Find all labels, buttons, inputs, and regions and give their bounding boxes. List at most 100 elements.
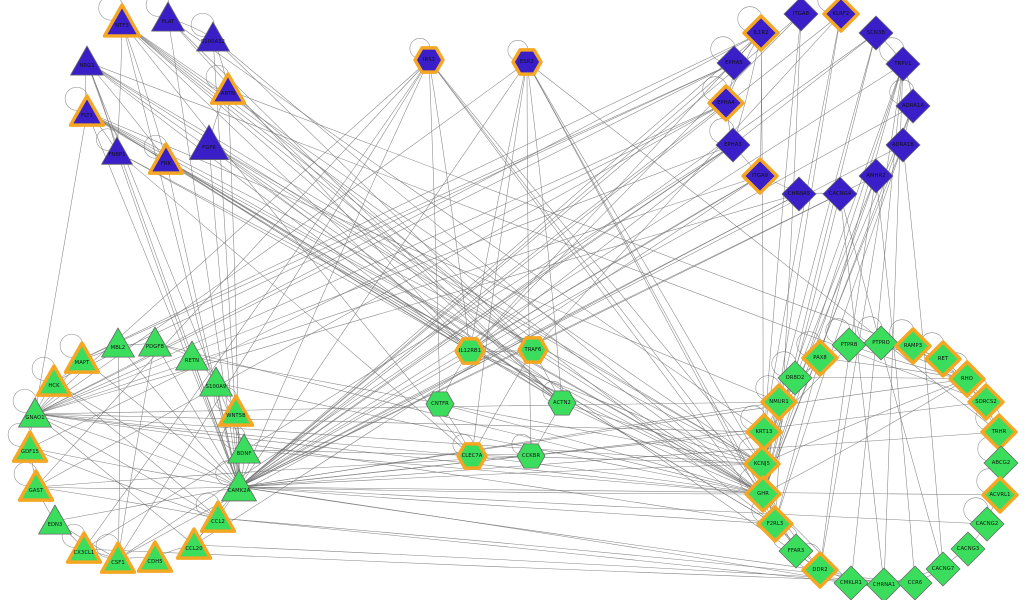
graph-node-ccl20[interactable]: CCL20 [172, 523, 216, 567]
node-shape-triangle [17, 469, 55, 502]
edge [86, 61, 240, 488]
edge [34, 413, 473, 457]
graph-node-cntfr[interactable]: CNTFR [420, 384, 460, 424]
edge [208, 143, 763, 465]
edge [34, 413, 219, 519]
graph-node-frk[interactable]: FRK [144, 138, 188, 182]
graph-node-chrna5[interactable]: CHRNA5 [776, 171, 822, 217]
graph-node-s100a12[interactable]: S100A12 [191, 16, 235, 60]
edge [469, 61, 528, 352]
node-shape-triangle [101, 327, 135, 358]
edge [526, 61, 1000, 433]
edge [81, 358, 240, 488]
edge [774, 144, 904, 525]
graph-node-epha4[interactable]: EPHA4 [703, 80, 749, 126]
edge [227, 89, 563, 404]
graph-node-cckbr[interactable]: CCKBR [511, 436, 551, 476]
node-shape-hexagon [456, 442, 488, 470]
node-shape-diamond [741, 157, 779, 195]
edge [34, 144, 734, 415]
edge [526, 61, 563, 404]
node-shape-triangle [102, 3, 142, 38]
graph-node-cdh5[interactable]: CDH5 [133, 536, 177, 580]
edge [167, 17, 563, 404]
edge [839, 193, 944, 570]
edge [34, 413, 240, 488]
node-shape-diamond [801, 339, 839, 377]
graph-node-esr2[interactable]: ESR2 [507, 42, 547, 82]
node-shape-diamond [801, 551, 839, 589]
edge [34, 413, 765, 433]
edge [121, 21, 763, 465]
edge [34, 413, 763, 465]
node-shape-diamond [858, 158, 894, 194]
edge [208, 143, 534, 351]
graph-node-cacng4[interactable]: CACNG4 [817, 171, 863, 217]
edge [165, 159, 240, 488]
edge [238, 486, 764, 495]
node-shape-triangle [221, 469, 257, 502]
graph-node-trpv1[interactable]: TRPV1 [880, 41, 926, 87]
edge [34, 413, 195, 546]
edge [217, 517, 852, 584]
edge [774, 63, 904, 525]
edge [34, 193, 800, 415]
node-shape-triangle [63, 341, 101, 374]
graph-node-il12rb1[interactable]: IL12RB1 [450, 331, 490, 371]
graph-node-plat[interactable]: PLAT [146, 0, 190, 40]
edge [238, 63, 904, 488]
node-shape-triangle [217, 394, 255, 427]
edge [902, 144, 944, 570]
graph-node-ntf3[interactable]: NTF3 [99, 0, 145, 45]
edge [762, 193, 841, 495]
edge [238, 486, 776, 525]
node-shape-diamond [756, 505, 794, 543]
edge [439, 403, 764, 495]
node-shape-triangle [65, 531, 103, 564]
graph-node-actn2[interactable]: ACTN2 [542, 383, 582, 423]
graph-node-fgf6[interactable]: FGF6 [184, 119, 234, 169]
node-shape-triangle [38, 504, 72, 535]
node-shape-triangle [101, 136, 133, 165]
node-shape-diamond [925, 551, 961, 587]
graph-node-nrg1[interactable]: NRG1 [65, 40, 109, 84]
node-shape-diamond [894, 327, 932, 365]
edge [238, 105, 914, 488]
edge [86, 111, 780, 403]
edge [34, 401, 780, 415]
edge [215, 382, 764, 495]
edge [83, 144, 734, 550]
edge [86, 61, 763, 465]
edge [34, 102, 727, 415]
edge [191, 356, 763, 465]
node-shape-diamond [831, 327, 867, 363]
edge [469, 175, 761, 352]
node-shape-hexagon [454, 337, 486, 365]
edge [469, 32, 762, 352]
edge [238, 144, 734, 488]
node-shape-triangle [147, 142, 185, 175]
node-shape-triangle [151, 1, 185, 32]
graph-node-fnbp1[interactable]: FNBP1 [96, 131, 138, 173]
graph-node-artn[interactable]: ARTN [206, 68, 250, 112]
graph-node-irs1[interactable]: IRS1 [409, 40, 449, 80]
edge [212, 37, 764, 495]
edge [116, 151, 240, 488]
node-shape-diamond [778, 533, 814, 569]
edge [34, 413, 764, 495]
edge [191, 356, 240, 488]
graph-node-ccr6[interactable]: CCR6 [892, 560, 938, 600]
graph-node-traf6[interactable]: TRAF6 [513, 330, 553, 370]
edge [227, 89, 944, 360]
edge [29, 447, 240, 488]
edge [238, 175, 761, 488]
graph-node-gdf15[interactable]: GDF15 [8, 426, 52, 470]
graph-node-clec7a[interactable]: CLEC7A [452, 436, 492, 476]
edge [121, 21, 471, 352]
graph-node-flt1[interactable]: FLT1 [65, 90, 109, 134]
edge [238, 62, 735, 488]
edge [238, 378, 968, 488]
edge [35, 486, 219, 519]
node-shape-diamond [885, 127, 921, 163]
